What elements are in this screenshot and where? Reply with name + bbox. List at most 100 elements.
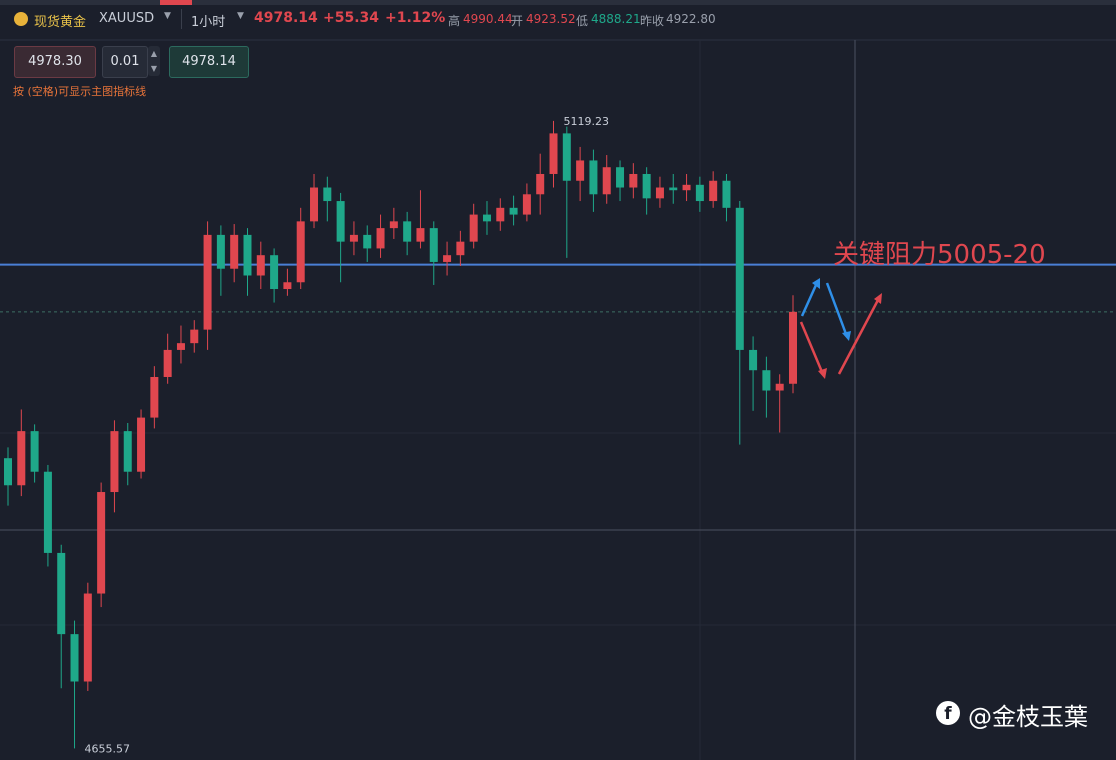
prev-close-value: 4922.80 — [666, 12, 716, 26]
watermark-icon-letter: f — [944, 704, 952, 724]
candle-body — [137, 417, 146, 472]
lots-input[interactable]: 0.01 — [102, 46, 148, 78]
candle-body — [243, 234, 252, 276]
candle-body — [389, 221, 398, 229]
watermark: @金枝玉葉 — [968, 703, 1088, 731]
arrowhead — [818, 368, 827, 379]
candle-body — [310, 187, 319, 222]
watermark-icon — [936, 701, 960, 725]
candle-body — [589, 160, 598, 195]
candle-body — [30, 431, 39, 472]
low-label: 低 — [576, 14, 589, 28]
candle-body — [536, 173, 545, 195]
change-pct: +1.12% — [385, 10, 446, 26]
candle-body — [695, 184, 704, 202]
candle-body — [403, 221, 412, 242]
candles: 5119.23 4655.57 — [0, 115, 1116, 755]
period[interactable]: 1小时 — [191, 15, 226, 30]
candle-body — [349, 234, 358, 242]
candle-body — [789, 311, 797, 384]
candle-body — [429, 228, 438, 262]
high-label: 高 — [448, 14, 461, 28]
arrow — [799, 321, 824, 373]
sell-button[interactable]: 4978.30 — [14, 46, 96, 78]
candle-body — [216, 234, 225, 269]
candle-body — [43, 471, 52, 553]
high-value: 4990.44 — [463, 12, 513, 26]
header: 现货黄金 XAUUSD ▼ 1小时 ▼ 4978.14 +55.34 +1.12… — [0, 0, 1116, 40]
candle-body — [522, 194, 531, 215]
candle-body — [749, 349, 758, 371]
candle-body — [709, 180, 718, 202]
dropdown-icon[interactable]: ▼ — [164, 11, 171, 21]
candle-body — [642, 173, 651, 199]
candle-body — [336, 201, 345, 242]
candle-body — [496, 207, 505, 222]
candle-body — [443, 255, 452, 262]
candle-body — [110, 431, 119, 493]
candle-body — [616, 167, 625, 188]
arrowhead — [874, 293, 882, 304]
candle-body — [509, 207, 518, 215]
candle-body — [83, 593, 92, 682]
candle-body — [775, 383, 784, 391]
arrowhead — [842, 331, 851, 341]
arrow — [800, 284, 818, 317]
candle-body — [230, 234, 239, 269]
candle-body — [270, 255, 279, 290]
price: 4978.14 — [254, 10, 318, 26]
candle-body — [150, 376, 159, 418]
candle-body — [629, 173, 638, 188]
separator — [181, 9, 182, 29]
active-tab — [160, 0, 192, 5]
min-label: 4655.57 — [85, 742, 131, 755]
open-label: 开 — [511, 14, 524, 28]
candle-body — [602, 167, 611, 195]
dropdown-icon[interactable]: ▼ — [237, 11, 244, 21]
open-value: 4923.52 — [526, 12, 576, 26]
buy-button[interactable]: 4978.14 — [169, 46, 249, 78]
candle-body — [176, 343, 185, 350]
candle-body — [735, 207, 744, 350]
candle-body — [296, 221, 305, 283]
candle-body — [70, 634, 79, 682]
candle-body — [376, 228, 385, 249]
candle-body — [456, 241, 465, 256]
symbol-code[interactable]: XAUUSD — [99, 11, 155, 26]
symbol-name[interactable]: 现货黄金 — [34, 15, 87, 30]
candle-body — [190, 329, 199, 344]
candle-body — [97, 492, 106, 594]
candle-body — [323, 187, 332, 202]
arrow — [837, 299, 880, 375]
prev-close-label: 昨收 — [640, 14, 665, 28]
candle-body — [363, 234, 372, 249]
candle-body — [549, 133, 558, 174]
max-label: 5119.23 — [564, 115, 610, 128]
top-strip — [0, 0, 1116, 5]
candle-body — [562, 133, 571, 181]
gold-icon — [14, 12, 28, 26]
candle-body — [416, 228, 425, 242]
hint: 按 (空格)可显示主图指标线 — [13, 85, 147, 98]
candle-body — [4, 458, 12, 486]
candle-body — [576, 160, 585, 181]
arrows — [799, 278, 882, 379]
candle-body — [682, 184, 691, 191]
candle-body — [57, 552, 66, 635]
low-value: 4888.21 — [591, 12, 641, 26]
candle-body — [762, 370, 771, 391]
candle-body — [469, 214, 478, 242]
candle-body — [123, 431, 132, 472]
lots-stepper[interactable]: ▲ ▼ — [148, 46, 160, 76]
candle-body — [163, 349, 172, 377]
annotation: 关键阻力5005-20 — [833, 240, 1046, 270]
candle-body — [203, 234, 212, 330]
candle-body — [722, 180, 731, 208]
candle-body — [482, 214, 491, 222]
candle-body — [669, 187, 678, 191]
candle-body — [256, 255, 265, 276]
candle-body — [17, 431, 26, 486]
candle-body — [655, 187, 664, 199]
